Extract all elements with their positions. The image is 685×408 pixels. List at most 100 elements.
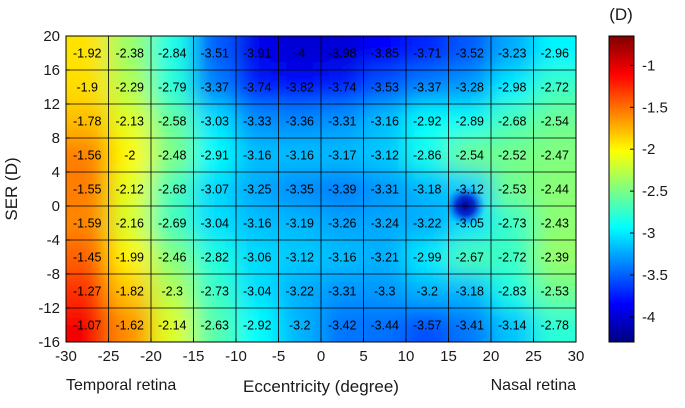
cell-value-label: -2.53 xyxy=(498,183,527,197)
cell-value-label: -2.12 xyxy=(116,183,145,197)
cell-value-label: -3.2 xyxy=(289,319,311,333)
colorbar-tick-label: -1.5 xyxy=(642,99,668,116)
heatmap-cell xyxy=(278,104,322,139)
heatmap-cell xyxy=(66,36,109,71)
heatmap-cell xyxy=(193,104,237,139)
cell-value-label: -3.16 xyxy=(328,251,357,265)
cell-value-label: -3.22 xyxy=(286,285,315,299)
heatmap-cell xyxy=(278,172,322,207)
heatmap-cell xyxy=(278,36,322,71)
heatmap-cell xyxy=(491,36,534,71)
heatmap-cell xyxy=(151,36,194,37)
cell-value-label: -2.69 xyxy=(158,217,187,231)
cell-value-label: -3.85 xyxy=(371,47,400,61)
cell-value-label: -3.91 xyxy=(243,47,272,61)
temporal-retina-label: Temporal retina xyxy=(66,377,176,394)
heatmap-cell xyxy=(363,172,407,207)
cell-value-label: -3.04 xyxy=(201,217,230,231)
colorbar-unit-label: (D) xyxy=(609,5,633,24)
heatmap-cell xyxy=(236,36,279,71)
x-tick-label: 0 xyxy=(317,348,325,365)
cell-value-labels: -1.92 -2.38 -2.84 -3.51 -3.91 -4 -3.98 -3.85 -3.… xyxy=(73,47,569,333)
cell-value-label: -3.36 xyxy=(286,115,315,129)
heatmap-cell xyxy=(406,36,449,71)
y-tick-label: 12 xyxy=(43,96,60,113)
cell-value-label: -2.52 xyxy=(498,149,527,163)
cell-value-label: -2.54 xyxy=(456,149,485,163)
cell-value-label: -3.16 xyxy=(371,115,400,129)
x-axis-label: Eccentricity (degree) xyxy=(243,377,399,396)
cell-value-label: -3.98 xyxy=(328,47,357,61)
cell-value-label: -3.16 xyxy=(243,149,272,163)
cell-value-label: -3.53 xyxy=(371,81,400,95)
colorbar-tick-label: -3.5 xyxy=(642,267,668,284)
x-tick-label: 10 xyxy=(398,348,415,365)
heatmap-cell xyxy=(66,240,67,275)
heatmap-cell xyxy=(236,274,279,309)
heatmap-cell xyxy=(491,36,534,37)
heatmap-cell xyxy=(108,36,152,71)
heatmap-cell xyxy=(108,70,152,105)
heatmap-cell xyxy=(236,172,279,207)
cell-value-label: -3.14 xyxy=(498,319,527,333)
heatmap-cell xyxy=(108,240,152,275)
nasal-retina-label: Nasal retina xyxy=(491,377,576,394)
cell-value-label: -2.58 xyxy=(158,115,187,129)
heatmap-cell xyxy=(321,274,364,309)
cell-value-label: -3.37 xyxy=(201,81,230,95)
heatmap-cell xyxy=(193,138,237,173)
cell-value-label: -1.59 xyxy=(73,217,102,231)
cell-value-label: -3.25 xyxy=(243,183,272,197)
x-tick-label: -30 xyxy=(55,348,77,365)
heatmap-cell xyxy=(406,240,449,275)
cell-value-label: -2.16 xyxy=(116,217,145,231)
cell-value-label: -3.17 xyxy=(328,149,357,163)
heatmap-cell xyxy=(533,274,576,309)
heatmap-cell xyxy=(193,36,237,71)
cell-value-label: -2.38 xyxy=(116,47,145,61)
cell-value-label: -1.82 xyxy=(116,285,145,299)
colorbar-tick-label: -2 xyxy=(642,141,655,158)
heatmap-cell xyxy=(321,342,364,377)
heatmap-cell xyxy=(151,206,194,241)
cell-value-label: -3.57 xyxy=(413,319,442,333)
heatmap-cell xyxy=(491,274,534,309)
cell-value-label: -2.47 xyxy=(541,149,570,163)
heatmap-cell xyxy=(66,36,109,37)
cell-value-label: -2.82 xyxy=(201,251,230,265)
heatmap-cell xyxy=(533,172,576,207)
heatmap-cell xyxy=(108,36,152,37)
heatmap-cell xyxy=(448,36,492,37)
cell-value-label: -3.31 xyxy=(328,285,357,299)
heatmap-cell xyxy=(278,36,322,37)
cell-value-label: -3.31 xyxy=(371,183,400,197)
heatmap-cell xyxy=(151,70,194,105)
cell-value-label: -3.51 xyxy=(201,47,230,61)
cell-value-label: -3.3 xyxy=(374,285,396,299)
heatmap-cell xyxy=(66,206,109,241)
cell-value-label: -3.2 xyxy=(416,285,438,299)
heatmap-cell xyxy=(193,240,237,275)
heatmap-cell xyxy=(406,308,449,342)
cell-value-label: -2.72 xyxy=(498,251,527,265)
colorbar-tick-label: -3 xyxy=(642,225,655,242)
heatmap-cell xyxy=(108,138,152,173)
cell-value-label: -3.12 xyxy=(456,183,485,197)
x-tick-label: 20 xyxy=(483,348,500,365)
heatmap-cell xyxy=(193,274,237,309)
y-tick-label: -12 xyxy=(38,300,60,317)
cell-value-label: -3.31 xyxy=(328,115,357,129)
heatmap-cell xyxy=(406,172,449,207)
cell-value-label: -2.83 xyxy=(498,285,527,299)
heatmap-cell xyxy=(278,240,322,275)
heatmap-cell xyxy=(151,104,194,139)
heatmap-cell xyxy=(66,70,109,105)
heatmap-cell xyxy=(448,138,492,173)
heatmap-cell xyxy=(108,104,152,139)
cell-value-label: -1.99 xyxy=(116,251,145,265)
cell-value-label: -2.29 xyxy=(116,81,145,95)
cell-value-label: -2.84 xyxy=(158,47,187,61)
heatmap-cell xyxy=(491,240,534,275)
heatmap-cell xyxy=(66,138,67,173)
